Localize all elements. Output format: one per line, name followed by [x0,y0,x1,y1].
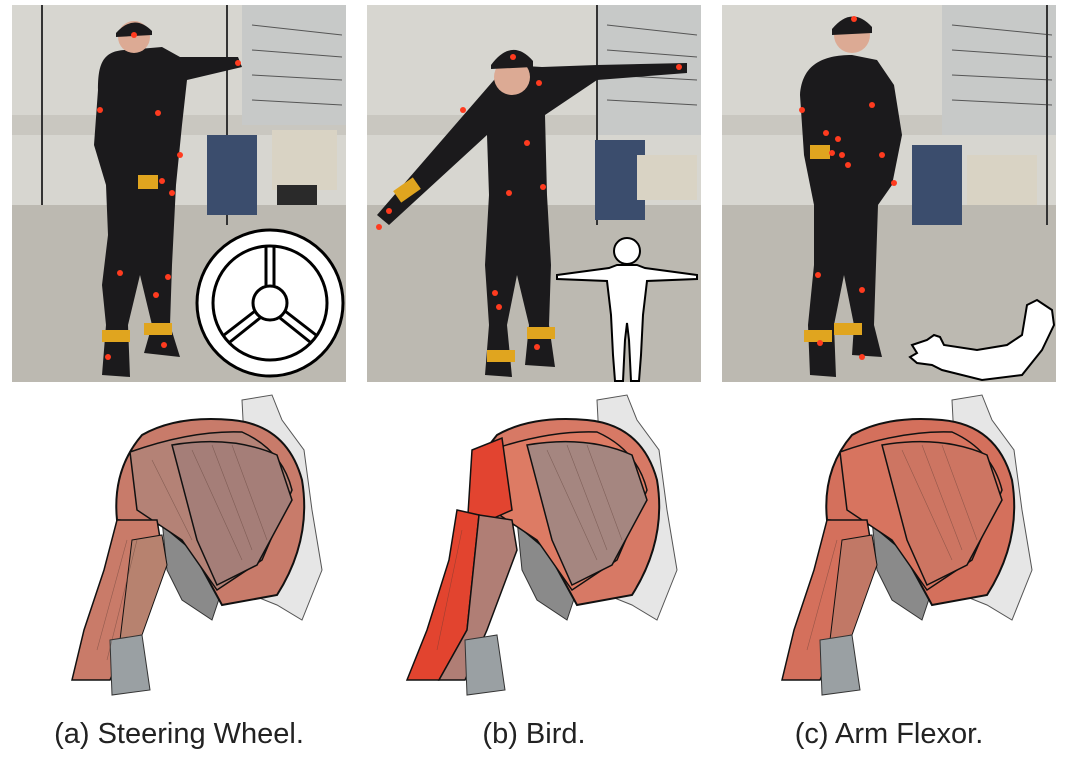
mocap-photo-steering-wheel [12,5,346,382]
mocap-photo-bird [367,5,701,382]
panel-c: (c) Arm Flexor. [722,0,1056,759]
panel-a: (a) Steering Wheel. [12,0,346,759]
caption-arm-flexor: (c) Arm Flexor. [794,718,984,750]
shoulder-muscle-illustration [367,390,701,710]
shoulder-muscle-illustration [12,390,346,710]
caption-bird: (b) Bird. [482,718,586,750]
panel-b: (b) Bird. [367,0,701,759]
shoulder-muscle-illustration [722,390,1056,710]
caption-steering-wheel: (a) Steering Wheel. [54,718,304,750]
mocap-photo-arm-flexor [722,5,1056,382]
t-pose-figure-icon [556,237,698,382]
flexed-arm-icon [908,298,1056,382]
steering-wheel-icon [195,228,345,378]
